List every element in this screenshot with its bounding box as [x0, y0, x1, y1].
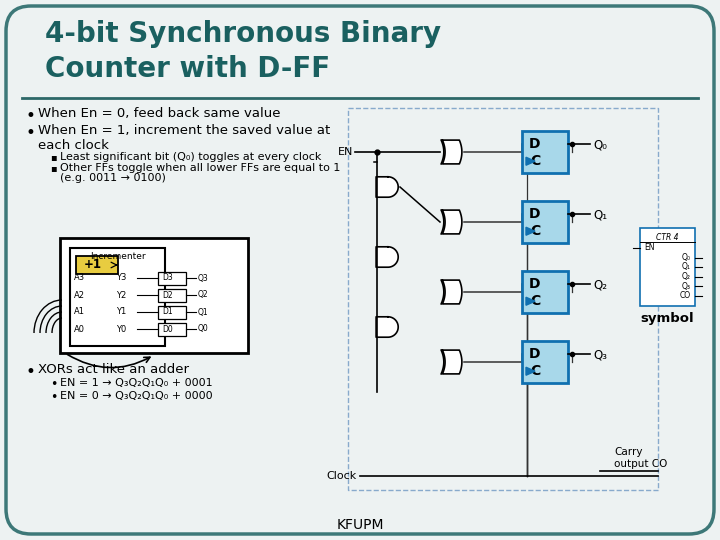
Text: Q₂: Q₂	[682, 272, 691, 281]
Bar	[348, 108, 658, 490]
Text: Counter with D-FF: Counter with D-FF	[45, 55, 330, 83]
Text: C: C	[530, 224, 540, 238]
Text: EN = 1 → Q₃Q₂Q₁Q₀ + 0001: EN = 1 → Q₃Q₂Q₁Q₀ + 0001	[60, 378, 212, 388]
Text: •: •	[25, 124, 35, 142]
Polygon shape	[526, 297, 535, 305]
Text: D0: D0	[162, 325, 173, 334]
Bar	[522, 271, 568, 313]
Text: Q₁: Q₁	[682, 262, 691, 272]
Text: A3: A3	[74, 273, 85, 282]
Text: A0: A0	[74, 325, 85, 334]
Polygon shape	[526, 227, 535, 235]
Text: D3: D3	[162, 273, 173, 282]
Text: D: D	[529, 276, 541, 291]
Bar	[158, 323, 186, 336]
Polygon shape	[442, 350, 462, 374]
Text: 4-bit Synchronous Binary: 4-bit Synchronous Binary	[45, 20, 441, 48]
Polygon shape	[376, 317, 398, 337]
Bar	[522, 131, 568, 173]
Text: Q1: Q1	[198, 307, 209, 316]
Text: A2: A2	[74, 291, 85, 300]
Text: Q0: Q0	[198, 325, 209, 334]
Text: •: •	[50, 378, 58, 391]
Text: XORs act like an adder: XORs act like an adder	[38, 363, 189, 376]
Bar	[640, 228, 695, 306]
Text: D: D	[529, 207, 541, 221]
Text: ▪: ▪	[50, 163, 57, 173]
Polygon shape	[442, 140, 462, 164]
Text: C: C	[530, 294, 540, 308]
Text: •: •	[50, 391, 58, 404]
Text: Clock: Clock	[327, 471, 357, 481]
Text: Q2: Q2	[198, 291, 209, 300]
Text: Q₃: Q₃	[682, 281, 691, 291]
Text: Y1: Y1	[116, 307, 126, 316]
Text: Incrementer: Incrementer	[90, 252, 145, 261]
Text: When En = 0, feed back same value: When En = 0, feed back same value	[38, 107, 281, 120]
Text: C: C	[530, 364, 540, 378]
Text: ▪: ▪	[50, 152, 57, 162]
Bar	[158, 306, 186, 319]
Polygon shape	[376, 247, 398, 267]
Text: Least significant bit (Q₀) toggles at every clock: Least significant bit (Q₀) toggles at ev…	[60, 152, 321, 162]
Text: A1: A1	[74, 307, 85, 316]
Text: Carry
output CO: Carry output CO	[614, 447, 667, 469]
Polygon shape	[442, 280, 462, 304]
Polygon shape	[376, 177, 398, 197]
Polygon shape	[526, 367, 535, 375]
Text: D: D	[529, 347, 541, 361]
Text: Q₂: Q₂	[593, 278, 607, 291]
Polygon shape	[526, 157, 535, 165]
Text: EN: EN	[644, 244, 654, 253]
Bar	[522, 341, 568, 383]
Text: Q₃: Q₃	[593, 348, 607, 361]
Text: CTR 4: CTR 4	[656, 233, 679, 242]
Text: Y2: Y2	[116, 291, 126, 300]
Bar	[76, 256, 118, 274]
Text: CO: CO	[680, 291, 691, 300]
Bar	[158, 272, 186, 285]
Text: Y3: Y3	[116, 273, 127, 282]
Text: C: C	[530, 154, 540, 168]
Text: +1: +1	[84, 259, 102, 272]
Text: Q₀: Q₀	[593, 138, 607, 151]
Text: •: •	[25, 363, 35, 381]
FancyBboxPatch shape	[6, 6, 714, 534]
Text: EN: EN	[338, 147, 353, 157]
Text: EN = 0 → Q₃Q₂Q₁Q₀ + 0000: EN = 0 → Q₃Q₂Q₁Q₀ + 0000	[60, 391, 212, 401]
Text: Y0: Y0	[116, 325, 126, 334]
Text: each clock: each clock	[38, 139, 109, 152]
Bar	[158, 289, 186, 302]
Text: Other FFs toggle when all lower FFs are equal to 1: Other FFs toggle when all lower FFs are …	[60, 163, 341, 173]
Text: D2: D2	[162, 291, 173, 300]
Text: Q₁: Q₁	[593, 208, 607, 221]
Text: KFUPM: KFUPM	[336, 518, 384, 532]
Text: Q₀: Q₀	[682, 253, 691, 262]
Text: •: •	[25, 107, 35, 125]
Bar	[522, 201, 568, 243]
Text: D1: D1	[162, 307, 173, 316]
Text: D: D	[529, 137, 541, 151]
Bar	[60, 238, 248, 353]
Text: When En = 1, increment the saved value at: When En = 1, increment the saved value a…	[38, 124, 330, 137]
Text: Q3: Q3	[198, 273, 209, 282]
Bar	[70, 248, 165, 346]
Text: symbol: symbol	[641, 312, 694, 325]
Polygon shape	[442, 210, 462, 234]
Text: (e.g. 0011 → 0100): (e.g. 0011 → 0100)	[60, 173, 166, 183]
